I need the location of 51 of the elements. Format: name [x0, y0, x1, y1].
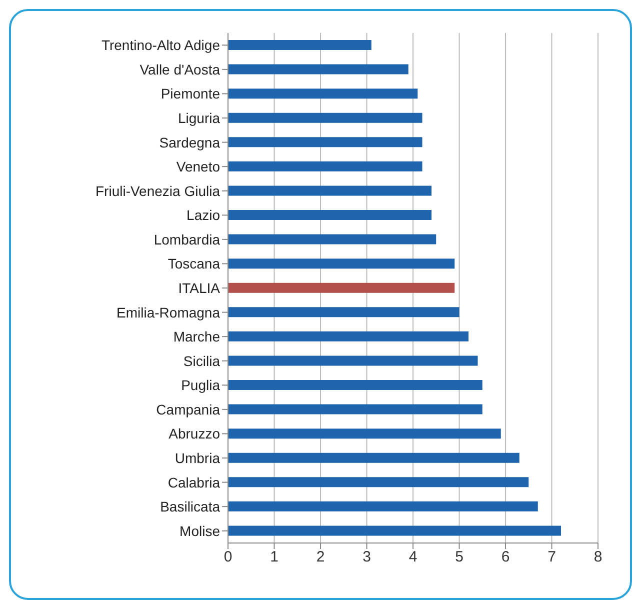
bar: [228, 356, 478, 366]
y-tick-label: Trentino-Alto Adige: [101, 37, 220, 54]
bar: [228, 88, 418, 99]
y-tick-label: Piemonte: [160, 86, 220, 102]
bar: [228, 501, 538, 512]
y-tick-label: Valle d'Aosta: [140, 61, 220, 78]
y-tick-label: Toscana: [168, 256, 220, 272]
bar: [228, 112, 422, 123]
y-tick-label: Sicilia: [183, 352, 220, 369]
bar: [228, 452, 520, 463]
bar: [228, 307, 460, 318]
bar: [228, 234, 436, 244]
x-tick-label: 5: [455, 548, 464, 566]
y-tick-label: Lombardia: [154, 231, 220, 248]
y-tick-label: Abruzzo: [168, 426, 220, 442]
bar: [228, 137, 422, 148]
x-tick-label: 2: [316, 548, 325, 566]
y-tick-label: Veneto: [176, 158, 220, 175]
y-tick-label: Sardegna: [159, 134, 220, 150]
y-tick-label: Friuli-Venezia Giulia: [96, 182, 220, 199]
bar: [228, 380, 482, 390]
x-tick-label: 7: [548, 548, 556, 566]
x-tick-label: 8: [594, 548, 602, 566]
y-tick-label: ITALIA: [178, 280, 221, 296]
y-tick-label: Umbria: [174, 450, 220, 466]
bar: [228, 64, 408, 74]
x-tick-label: 3: [362, 548, 371, 566]
y-tick-label: Liguria: [178, 110, 220, 126]
bar: [228, 477, 529, 488]
bar: [228, 282, 455, 293]
bar: [228, 428, 501, 439]
y-tick-label: Molise: [180, 522, 220, 539]
bar: [228, 40, 372, 50]
y-tick-label: Emilia-Romagna: [116, 304, 220, 320]
x-tick-label: 0: [224, 548, 232, 566]
bar: [228, 161, 422, 172]
bar: [228, 258, 455, 269]
bar: [228, 210, 432, 220]
bar: [228, 526, 561, 536]
y-tick-label: Marche: [173, 328, 220, 345]
bar: [228, 331, 468, 342]
x-tick-label: 1: [270, 548, 278, 566]
x-tick-label: 4: [408, 548, 418, 566]
x-tick-label: 6: [501, 548, 510, 566]
y-tick-label: Puglia: [181, 377, 220, 394]
y-tick-label: Calabria: [168, 474, 220, 490]
y-tick-label: Campania: [156, 401, 220, 418]
bar: [228, 186, 432, 196]
y-tick-label: Lazio: [186, 207, 220, 224]
y-tick-label: Basilicata: [160, 498, 220, 515]
bar: [228, 404, 482, 414]
